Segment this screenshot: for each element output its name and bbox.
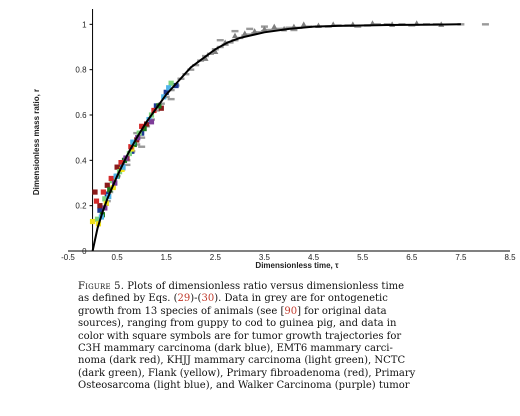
data-point bbox=[261, 25, 268, 32]
caption-line: growth from 13 species of animals (see [… bbox=[78, 306, 510, 318]
x-tick-label: 2.5 bbox=[210, 253, 222, 262]
data-point bbox=[167, 97, 175, 101]
data-point bbox=[216, 39, 224, 42]
x-tick-label: -0.5 bbox=[61, 253, 75, 262]
citation-link[interactable]: 90 bbox=[284, 305, 298, 317]
caption-line: noma (dark red), KHJJ mammary carcinoma … bbox=[78, 355, 510, 367]
x-tick-label: 3.5 bbox=[259, 253, 271, 262]
data-point bbox=[92, 189, 98, 195]
data-point bbox=[139, 123, 145, 129]
caption-text: as defined by Eqs. ( bbox=[78, 293, 178, 305]
y-tick-label: 0.2 bbox=[75, 202, 87, 211]
data-point bbox=[163, 89, 169, 95]
data-point bbox=[241, 30, 248, 36]
data-point bbox=[93, 198, 100, 204]
data-point bbox=[285, 26, 293, 29]
data-point bbox=[97, 207, 103, 213]
data-point bbox=[114, 164, 120, 170]
caption-text: Plots of dimensionless ratio versus dime… bbox=[124, 281, 405, 292]
data-point bbox=[168, 80, 174, 86]
caption-line: C3H mammary carcinoma (dark blue), EMT6 … bbox=[78, 343, 510, 355]
chart-axes bbox=[68, 9, 510, 252]
caption-text: sources), ranging from guppy to cod to g… bbox=[78, 318, 397, 330]
y-tick-label: 0 bbox=[82, 247, 87, 256]
growth-chart: 0 0.2 0.4 0.6 0.8 1 -0.5 0.5 1.5 2.5 3.5 4.5 5.5 6.5 7… bbox=[32, 9, 516, 270]
chart-marks bbox=[89, 20, 489, 252]
data-point bbox=[118, 160, 124, 166]
x-tick-label: 6.5 bbox=[406, 253, 418, 262]
data-point bbox=[143, 121, 150, 127]
data-point bbox=[148, 119, 155, 125]
x-tick-label: 0.5 bbox=[112, 253, 124, 262]
caption-line: Figure 5. Plots of dimensionless ratio v… bbox=[78, 281, 510, 293]
data-point bbox=[104, 182, 110, 188]
figure-caption: Figure 5. Plots of dimensionless ratio v… bbox=[78, 281, 510, 393]
caption-line: Osteosarcoma (light blue), and Walker Ca… bbox=[78, 380, 510, 392]
caption-line: as defined by Eqs. (29)-(30). Data in gr… bbox=[78, 293, 510, 305]
data-point bbox=[300, 21, 307, 27]
data-point bbox=[94, 216, 101, 222]
data-point bbox=[173, 82, 179, 89]
caption-text: )-( bbox=[190, 293, 202, 305]
y-tick-label: 0.8 bbox=[75, 66, 87, 75]
caption-text: growth from 13 species of animals (see [ bbox=[78, 305, 285, 317]
data-point bbox=[138, 136, 146, 139]
data-point bbox=[290, 28, 298, 32]
data-point bbox=[107, 187, 113, 193]
data-point bbox=[246, 33, 254, 36]
caption-text: Figure 5. bbox=[78, 281, 125, 292]
data-point bbox=[275, 27, 283, 31]
chart-labels: 0 0.2 0.4 0.6 0.8 1 -0.5 0.5 1.5 2.5 3.5 4.5 5.5 6.5 7… bbox=[32, 20, 516, 270]
y-tick-label: 0.4 bbox=[75, 156, 87, 165]
data-point bbox=[123, 163, 131, 167]
data-point bbox=[192, 63, 200, 67]
x-tick-label: 5.5 bbox=[357, 253, 369, 262]
data-point bbox=[354, 25, 362, 28]
caption-text: Osteosarcoma (light blue), and Walker Ca… bbox=[78, 380, 410, 392]
citation-link[interactable]: 29 bbox=[177, 293, 191, 305]
data-point bbox=[481, 23, 489, 26]
y-tick-label: 1 bbox=[82, 20, 87, 29]
x-tick-label: 8.5 bbox=[504, 253, 516, 262]
data-point bbox=[89, 218, 96, 225]
data-point bbox=[256, 31, 264, 34]
data-point bbox=[212, 48, 219, 55]
data-point bbox=[97, 203, 103, 209]
model-curve bbox=[91, 23, 461, 252]
data-point bbox=[108, 175, 114, 182]
caption-line: (dark green), Flank (yellow), Primary fi… bbox=[78, 368, 510, 380]
data-point bbox=[246, 27, 254, 31]
caption-text: noma (dark red), KHJJ mammary carcinoma … bbox=[78, 355, 406, 367]
data-point bbox=[138, 145, 146, 148]
caption-text: color with square symbols are for tumor … bbox=[78, 330, 402, 342]
x-tick-label: 4.5 bbox=[308, 253, 320, 262]
caption-text: (dark green), Flank (yellow), Primary fi… bbox=[78, 367, 416, 379]
data-point bbox=[126, 150, 132, 157]
data-point bbox=[120, 164, 126, 170]
data-point bbox=[265, 28, 273, 32]
data-point bbox=[231, 29, 239, 33]
y-axis-title: Dimensionless mass ratio, r bbox=[32, 89, 41, 195]
data-point bbox=[166, 85, 172, 91]
caption-line: color with square symbols are for tumor … bbox=[78, 331, 510, 343]
caption-line: sources), ranging from guppy to cod to g… bbox=[78, 318, 510, 330]
x-axis-title: Dimensionless time, τ bbox=[255, 261, 339, 270]
data-point bbox=[202, 55, 209, 61]
x-tick-label: 1.5 bbox=[161, 253, 173, 262]
data-point bbox=[187, 68, 195, 71]
data-point bbox=[130, 139, 136, 145]
caption-text: ] for original data bbox=[297, 305, 387, 317]
data-point bbox=[100, 189, 106, 195]
x-tick-label: 7.5 bbox=[455, 253, 467, 262]
caption-text: ). Data in grey are for ontogenetic bbox=[214, 293, 388, 305]
data-point bbox=[251, 28, 258, 34]
y-tick-label: 0.6 bbox=[75, 111, 87, 120]
series-0 bbox=[103, 23, 489, 203]
data-point bbox=[231, 32, 238, 39]
citation-link[interactable]: 30 bbox=[201, 293, 215, 305]
caption-text: C3H mammary carcinoma (dark blue), EMT6 … bbox=[78, 343, 393, 355]
data-point bbox=[271, 23, 278, 30]
data-point bbox=[102, 196, 108, 202]
